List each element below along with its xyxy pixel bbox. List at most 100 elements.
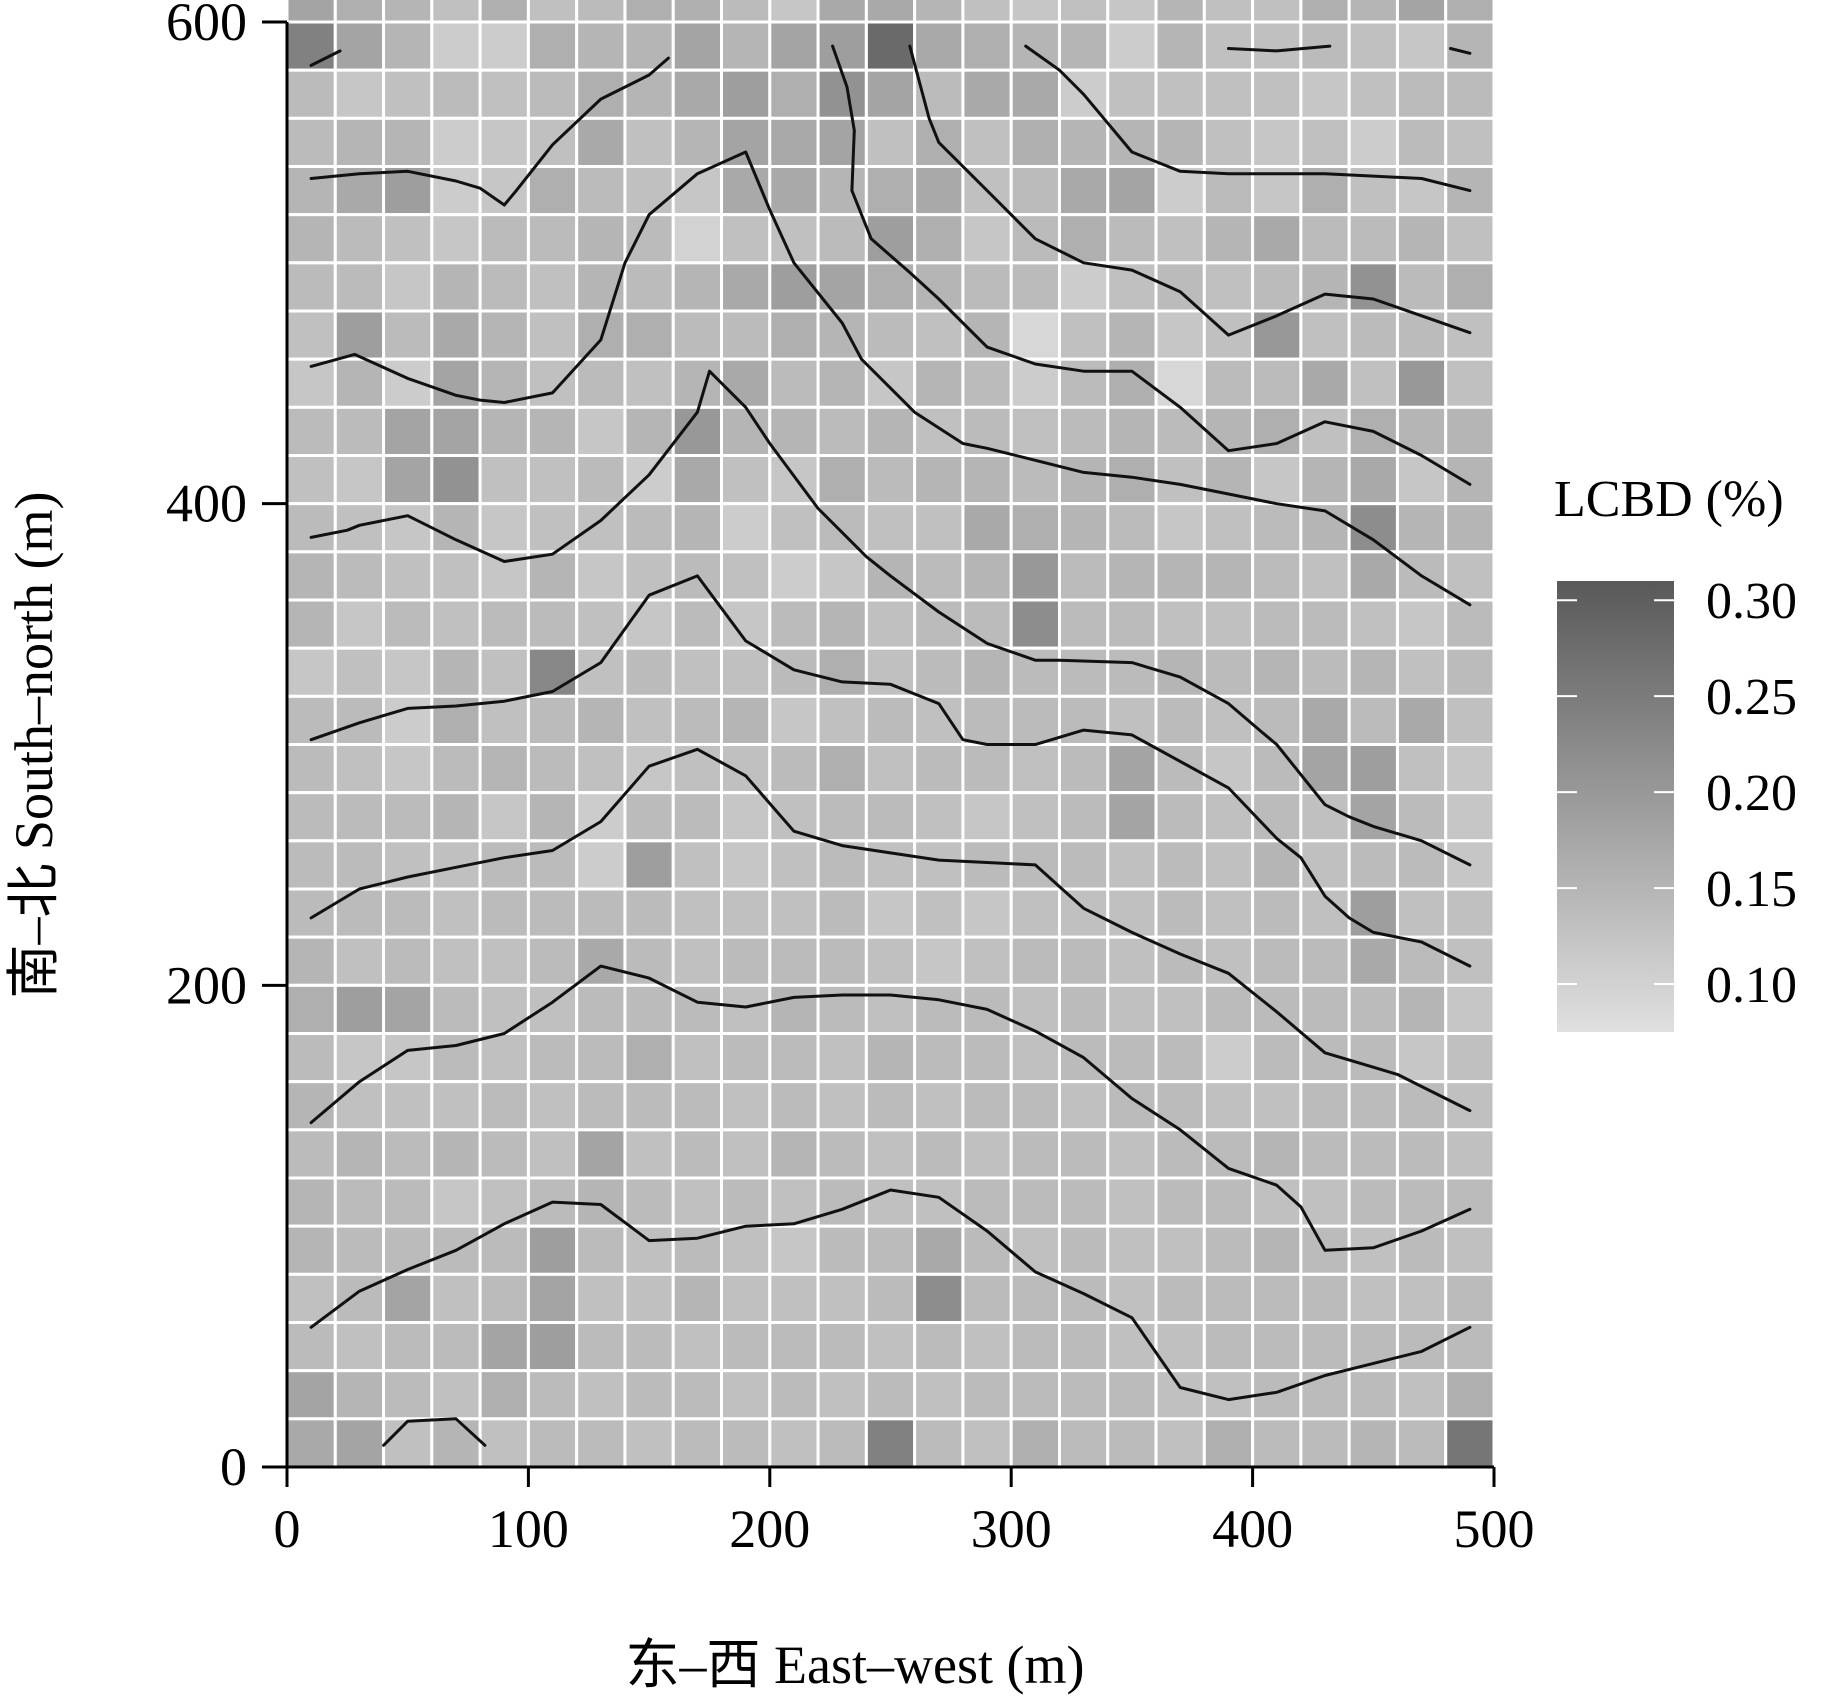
heatmap-cell: [478, 646, 530, 698]
heatmap-cell: [1444, 1032, 1496, 1084]
heatmap-cell: [526, 261, 579, 313]
heatmap-cell: [526, 502, 579, 554]
heatmap-cell: [575, 1032, 627, 1084]
heatmap-cell: [1106, 1224, 1158, 1276]
heatmap-cell: [1106, 1128, 1158, 1180]
heatmap-cell: [720, 1224, 772, 1276]
heatmap-cell: [864, 694, 917, 746]
heatmap-cell: [1202, 839, 1255, 891]
heatmap-cell: [1444, 791, 1496, 843]
heatmap-cell: [1106, 68, 1158, 120]
heatmap-cell: [1444, 1128, 1496, 1180]
heatmap-cell: [864, 357, 917, 409]
heatmap-cell: [285, 116, 337, 169]
heatmap-cell: [1395, 454, 1448, 506]
heatmap-cell: [1251, 502, 1303, 554]
heatmap-cell: [1444, 935, 1496, 987]
heatmap-cell: [526, 20, 579, 72]
heatmap-cell: [1299, 1080, 1351, 1132]
heatmap-cell: [1395, 694, 1448, 746]
heatmap-cell: [430, 1080, 482, 1132]
heatmap-cell: [913, 983, 965, 1035]
heatmap-cell: [430, 1176, 482, 1228]
heatmap-cell: [1251, 887, 1303, 939]
heatmap-cell: [1444, 309, 1496, 361]
heatmap-cell: [1057, 357, 1110, 409]
y-tick-label: 200: [166, 955, 247, 1015]
heatmap-cell: [816, 1321, 868, 1373]
heatmap-cell: [382, 1080, 434, 1132]
heatmap-cell: [478, 887, 530, 939]
heatmap-cell: [671, 1321, 724, 1373]
heatmap-cell: [1106, 887, 1158, 939]
heatmap-cell: [1057, 0, 1110, 24]
heatmap-cell: [816, 1032, 868, 1084]
heatmap-cell: [768, 1224, 820, 1276]
heatmap-cell: [768, 1321, 820, 1373]
heatmap-cell: [864, 454, 917, 506]
heatmap-cell: [1106, 502, 1158, 554]
heatmap-cell: [1154, 598, 1206, 650]
heatmap-cell: [913, 1080, 965, 1132]
heatmap-cell: [1251, 694, 1303, 746]
heatmap-cell: [913, 1224, 965, 1276]
heatmap-cell: [913, 309, 965, 361]
heatmap-cell: [623, 0, 675, 24]
heatmap-cell: [1057, 983, 1110, 1035]
heatmap-cell: [526, 1417, 579, 1469]
heatmap-cell: [720, 1128, 772, 1180]
heatmap-cell: [1251, 1272, 1303, 1325]
legend-tick-label: 0.20: [1706, 765, 1797, 822]
heatmap-cell: [430, 1272, 482, 1325]
heatmap-cell: [864, 0, 917, 24]
heatmap-cell: [1395, 1369, 1448, 1421]
heatmap-cell: [285, 839, 337, 891]
heatmap-cell: [816, 550, 868, 602]
heatmap-cell: [864, 1032, 917, 1084]
heatmap-cell: [1106, 1032, 1158, 1084]
heatmap-cell: [720, 261, 772, 313]
heatmap-cell: [526, 598, 579, 650]
heatmap-cell: [1347, 1032, 1399, 1084]
heatmap-cell: [720, 1080, 772, 1132]
heatmap-cell: [768, 791, 820, 843]
heatmap-cell: [1057, 1321, 1110, 1373]
heatmap-cell: [1202, 502, 1255, 554]
heatmap-cell: [526, 646, 579, 698]
heatmap-cell: [526, 357, 579, 409]
heatmap-cell: [1154, 261, 1206, 313]
heatmap-cell: [671, 1224, 724, 1276]
heatmap-cell: [671, 68, 724, 120]
heatmap-cell: [816, 646, 868, 698]
heatmap-cell: [430, 887, 482, 939]
heatmap-cell: [1444, 405, 1496, 458]
heatmap-cell: [1106, 646, 1158, 698]
heatmap-cell: [478, 454, 530, 506]
heatmap-cell: [285, 1224, 337, 1276]
x-tick-label: 200: [729, 1499, 810, 1559]
x-tick-label: 0: [274, 1499, 301, 1559]
heatmap-cell: [285, 0, 337, 24]
heatmap-cell: [1106, 1369, 1158, 1421]
heatmap-cell: [768, 20, 820, 72]
heatmap-cell: [1057, 1369, 1110, 1421]
heatmap-cell: [1395, 357, 1448, 409]
heatmap-cell: [430, 646, 482, 698]
heatmap-cell: [285, 743, 337, 795]
heatmap-cell: [1154, 213, 1206, 265]
heatmap-cell: [864, 20, 917, 72]
heatmap-cell: [430, 116, 482, 169]
heatmap-cell: [1347, 454, 1399, 506]
heatmap-cell: [1347, 743, 1399, 795]
heatmap-cell: [1009, 1417, 1061, 1469]
heatmap-cell: [961, 0, 1013, 24]
heatmap-cell: [478, 20, 530, 72]
heatmap-cell: [623, 791, 675, 843]
heatmap-cell: [333, 887, 386, 939]
heatmap-cell: [1251, 598, 1303, 650]
contour-line: [1024, 44, 1472, 193]
heatmap-cell: [1299, 1272, 1351, 1325]
heatmap-cell: [1251, 1080, 1303, 1132]
heatmap-cell: [671, 20, 724, 72]
heatmap-cell: [333, 1224, 386, 1276]
